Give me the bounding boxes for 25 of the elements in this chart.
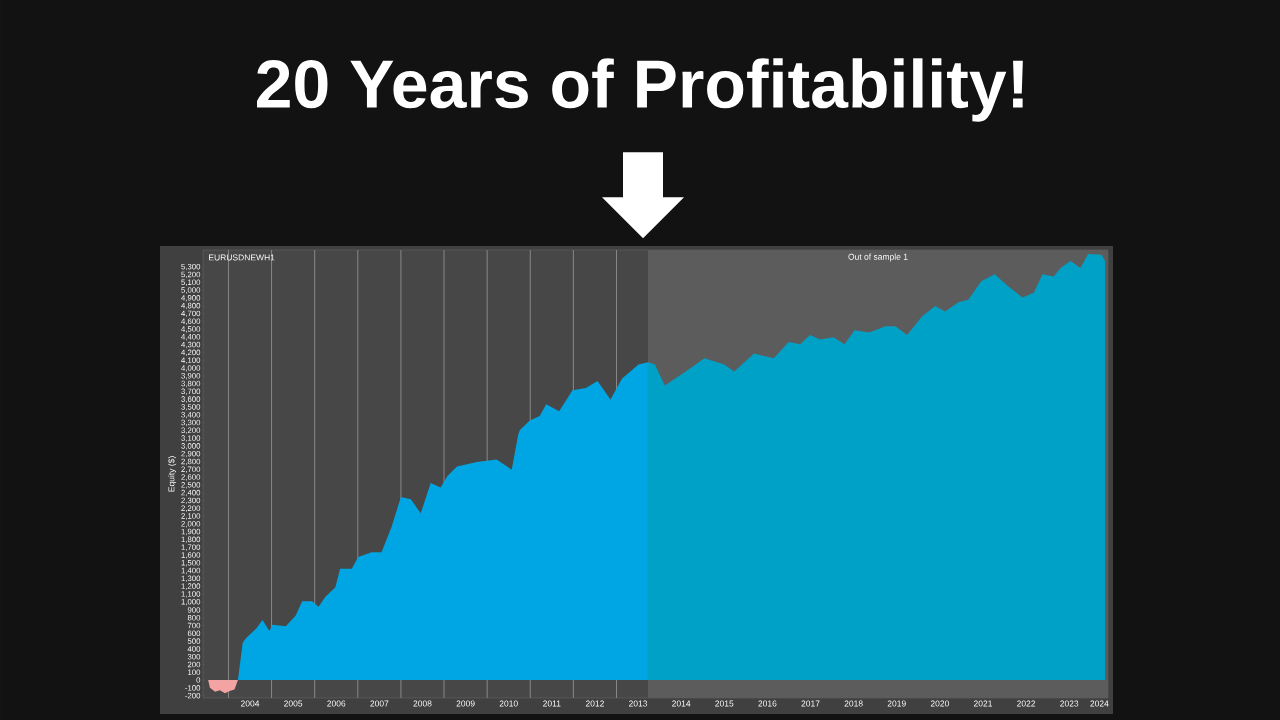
x-tick-label: 2023 <box>1060 700 1079 707</box>
y-axis-title: Equity ($) <box>168 456 177 492</box>
x-tick-label: 2010 <box>499 700 518 707</box>
x-tick-label: 2015 <box>715 700 734 707</box>
x-tick-label: 2007 <box>370 700 389 707</box>
x-tick-label: 2020 <box>930 700 949 707</box>
x-tick-label: 2005 <box>284 700 303 707</box>
x-tick-label: 2017 <box>801 700 820 707</box>
annotation: EURUSDNEWH1 <box>209 254 275 261</box>
x-tick-label: 2009 <box>456 700 475 707</box>
x-tick-label: 2006 <box>327 700 346 707</box>
band-label: Out of sample 1 <box>848 253 908 262</box>
x-tick-label: 2022 <box>1017 700 1036 707</box>
x-tick-label: 2004 <box>240 700 260 707</box>
x-tick-label: 2008 <box>413 700 432 707</box>
x-tick-label: 2016 <box>758 700 777 707</box>
x-tick-label: 2019 <box>887 700 906 707</box>
x-tick-label: 2013 <box>629 700 648 707</box>
x-tick-label: 2021 <box>973 700 992 707</box>
x-tick-label: 2014 <box>672 700 691 707</box>
x-tick-label: 2011 <box>543 700 561 707</box>
chart-title: 20 Years of Profitability! <box>257 58 1023 122</box>
x-tick-label: 2024 <box>1090 700 1109 707</box>
x-tick-label: 2018 <box>844 700 863 707</box>
x-tick-label: 2012 <box>585 700 604 707</box>
